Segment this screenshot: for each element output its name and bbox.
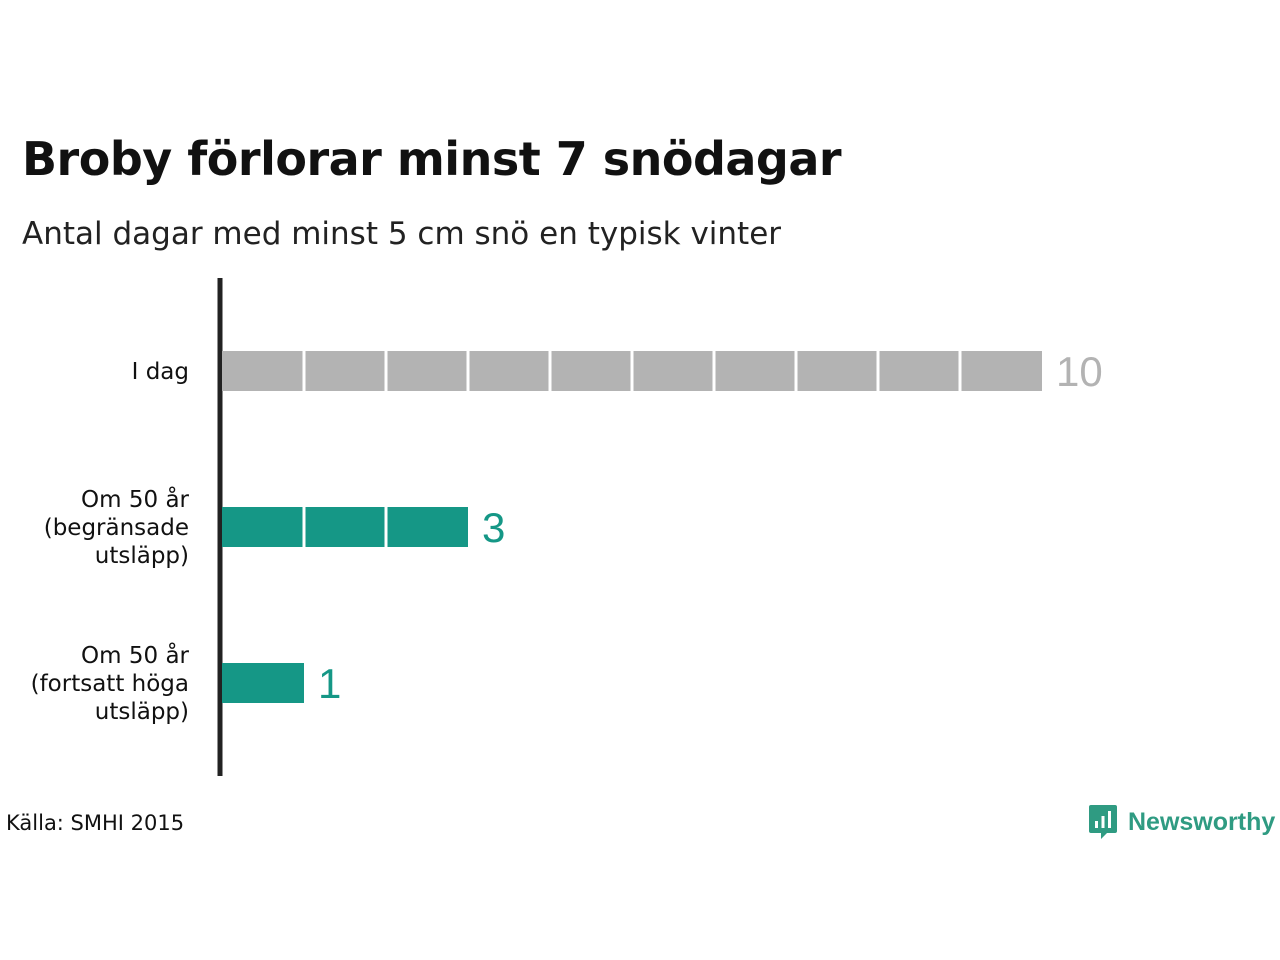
bar-2 [222,663,304,703]
newsworthy-logo-icon [1089,805,1117,839]
bar-segment-divider [302,507,306,547]
bar-segment-divider [384,507,388,547]
bar-segment-divider [302,351,306,391]
category-label-1-line-1: (begränsade [44,515,189,541]
bar-segment-divider [466,351,470,391]
brand-name: Newsworthy [1128,807,1276,836]
brand-logo[interactable]: Newsworthy [1088,804,1275,840]
category-label-0-line-0: I dag [132,359,189,385]
category-label-1-line-0: Om 50 år [81,485,189,513]
category-label-2-line-2: utsläpp) [95,699,189,725]
value-label-2: 1 [318,660,341,707]
value-label-1: 3 [482,504,505,551]
source-note: Källa: SMHI 2015 [6,811,185,835]
bar-segment-divider [794,351,798,391]
bar-1 [222,507,468,547]
bar-segment-divider [630,351,634,391]
category-label-1-line-2: utsläpp) [95,543,189,569]
bar-segment-divider [384,351,388,391]
bar-segment-divider [548,351,552,391]
bar-segment-divider [958,351,962,391]
bar-segment-divider [876,351,880,391]
chart-title: Broby förlorar minst 7 snödagar [22,132,842,186]
bar-segment-divider [712,351,716,391]
chart-subtitle: Antal dagar med minst 5 cm snö en typisk… [22,216,782,252]
category-label-2-line-1: (fortsatt höga [31,671,189,697]
value-label-0: 10 [1056,348,1103,395]
category-label-2-line-0: Om 50 år [81,641,189,669]
